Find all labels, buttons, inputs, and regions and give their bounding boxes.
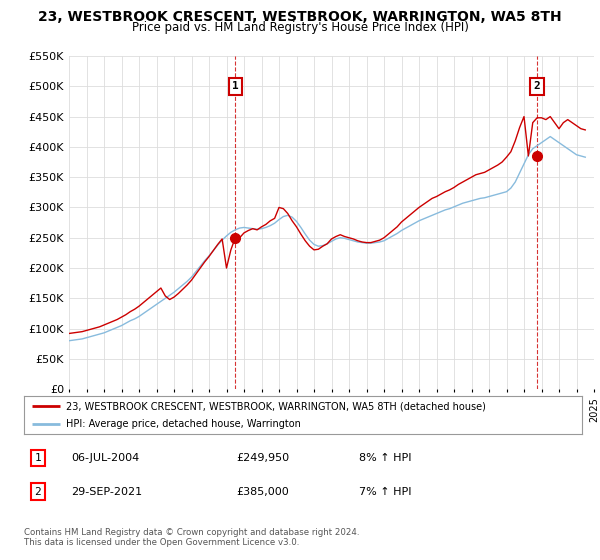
Text: 23, WESTBROOK CRESCENT, WESTBROOK, WARRINGTON, WA5 8TH (detached house): 23, WESTBROOK CRESCENT, WESTBROOK, WARRI… (66, 401, 486, 411)
Text: £385,000: £385,000 (236, 487, 289, 497)
Text: Contains HM Land Registry data © Crown copyright and database right 2024.
This d: Contains HM Land Registry data © Crown c… (24, 528, 359, 547)
Text: 8% ↑ HPI: 8% ↑ HPI (359, 453, 412, 463)
Text: 7% ↑ HPI: 7% ↑ HPI (359, 487, 412, 497)
Text: 2: 2 (35, 487, 41, 497)
Text: £249,950: £249,950 (236, 453, 289, 463)
Text: 29-SEP-2021: 29-SEP-2021 (71, 487, 143, 497)
Text: Price paid vs. HM Land Registry's House Price Index (HPI): Price paid vs. HM Land Registry's House … (131, 21, 469, 34)
Text: 1: 1 (35, 453, 41, 463)
Text: HPI: Average price, detached house, Warrington: HPI: Average price, detached house, Warr… (66, 419, 301, 429)
Text: 1: 1 (232, 81, 239, 91)
Text: 06-JUL-2004: 06-JUL-2004 (71, 453, 140, 463)
Text: 2: 2 (534, 81, 541, 91)
Text: 23, WESTBROOK CRESCENT, WESTBROOK, WARRINGTON, WA5 8TH: 23, WESTBROOK CRESCENT, WESTBROOK, WARRI… (38, 10, 562, 24)
